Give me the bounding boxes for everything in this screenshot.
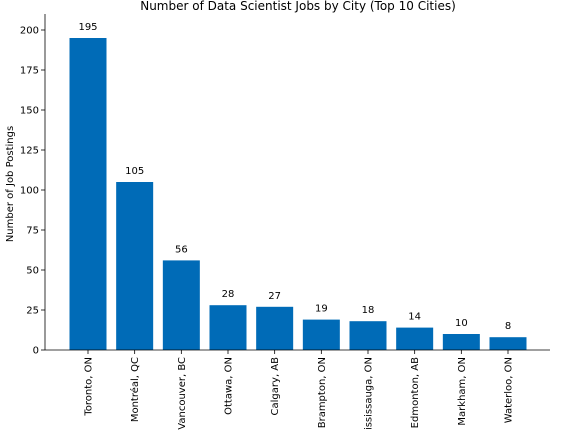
bars [69, 38, 527, 350]
bar-value-label: 27 [268, 291, 281, 302]
x-tick-label: Edmonton, AB [410, 357, 421, 428]
bar-value-label: 10 [455, 318, 468, 329]
bar-value-label: 105 [125, 166, 144, 177]
y-axis-label: Number of Job Postings [5, 126, 16, 242]
x-tick-label: Waterloo, ON [504, 357, 515, 423]
bar [349, 321, 387, 350]
y-tick-label: 150 [20, 106, 39, 117]
bar [442, 334, 480, 350]
y-tick-label: 75 [26, 226, 39, 237]
bar [396, 327, 434, 350]
x-tick-label: Ottawa, ON [224, 357, 235, 415]
bar-value-label: 28 [222, 289, 235, 300]
bar [209, 305, 247, 350]
x-tick-label: Vancouver, BC [177, 357, 188, 430]
x-tick-label: Markham, ON [457, 357, 468, 426]
x-tick-label: Mississauga, ON [364, 357, 375, 431]
x-tick-label: Brampton, ON [317, 357, 328, 428]
y-tick-label: 50 [26, 266, 39, 277]
bar-value-label: 56 [175, 244, 188, 255]
bar-value-label: 195 [78, 22, 97, 33]
y-tick-label: 200 [20, 26, 39, 37]
y-axis-ticks: 0 25 50 75 100 125 150 175 200 [20, 26, 45, 357]
y-tick-label: 100 [20, 186, 39, 197]
y-tick-label: 0 [33, 346, 39, 357]
bar [489, 337, 527, 350]
bar [302, 319, 340, 350]
data-labels: 195 105 56 28 27 19 18 14 10 8 [78, 22, 511, 332]
x-axis-ticks: Toronto, ON Montréal, QC Vancouver, BC Otta… [84, 350, 515, 431]
chart-title: Number of Data Scientist Jobs by City (T… [140, 0, 456, 13]
x-tick-label: Calgary, AB [270, 357, 281, 416]
bar [116, 182, 154, 350]
bar [69, 38, 107, 350]
x-tick-label: Montréal, QC [129, 357, 141, 422]
y-tick-label: 125 [20, 146, 39, 157]
x-tick-label: Toronto, ON [84, 357, 95, 417]
bar-value-label: 8 [505, 321, 511, 332]
bar-value-label: 19 [315, 304, 328, 315]
y-tick-label: 25 [26, 306, 39, 317]
bar-value-label: 18 [362, 305, 375, 316]
bar-value-label: 14 [408, 312, 421, 323]
bar [256, 306, 294, 350]
y-tick-label: 175 [20, 66, 39, 77]
bar [162, 260, 200, 350]
